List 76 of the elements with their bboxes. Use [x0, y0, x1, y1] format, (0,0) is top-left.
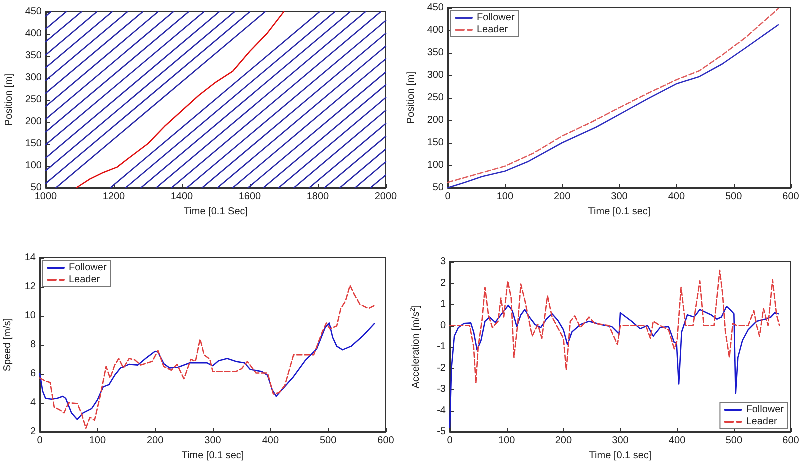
y-tick-label: 150	[25, 138, 42, 150]
y-tick-label: 3	[440, 256, 446, 268]
y-tick-label: 250	[25, 94, 42, 106]
line-series	[76, 11, 285, 189]
x-tick-label: 500	[320, 436, 338, 446]
y-tick-label: 450	[25, 6, 42, 18]
legend-label: Leader	[477, 24, 509, 36]
y-tick-label: 300	[427, 70, 444, 81]
y-tick-label: 150	[427, 138, 444, 148]
x-axis-title: Time [0.1 Sec]	[184, 206, 248, 218]
y-tick-label: 10	[24, 310, 36, 322]
y-tick-label: 250	[427, 92, 444, 104]
y-axis-title: Position [m]	[406, 72, 417, 124]
y-tick-label: -5	[437, 426, 446, 438]
x-tick-label: 100	[498, 436, 516, 446]
y-tick-label: -1	[437, 342, 446, 352]
x-tick-label: 500	[726, 436, 743, 446]
y-tick-label: 12	[24, 282, 36, 292]
x-tick-label: 200	[554, 192, 572, 202]
y-tick-label: 400	[427, 25, 444, 36]
line-series	[39, 284, 376, 430]
y-tick-label: 100	[427, 160, 444, 171]
y-tick-label: -4	[437, 405, 446, 416]
x-tick-label: 2000	[374, 192, 398, 202]
x-tick-label: 1200	[102, 192, 126, 202]
legend-label: Follower	[69, 262, 108, 274]
x-axis-title: Time [0.1 sec]	[589, 450, 652, 462]
y-tick-label: 8	[30, 340, 36, 350]
y-tick-label: 14	[24, 252, 36, 264]
x-tick-label: 1600	[238, 192, 262, 202]
x-tick-label: 200	[146, 436, 164, 446]
x-tick-label: 0	[447, 436, 454, 446]
y-tick-label: 400	[25, 28, 42, 40]
legend-label: Follower	[477, 12, 516, 24]
x-tick-label: 300	[612, 436, 630, 446]
legend-label: Follower	[746, 404, 785, 416]
y-tick-label: 100	[25, 160, 42, 172]
line-series	[39, 322, 376, 420]
y-tick-label: 200	[427, 115, 444, 126]
y-tick-label: 450	[427, 2, 444, 14]
y-tick-label: 50	[30, 182, 42, 194]
x-tick-label: 1800	[306, 192, 330, 202]
x-tick-label: 100	[89, 436, 106, 446]
y-tick-label: 6	[30, 368, 36, 380]
y-tick-label: 350	[427, 48, 444, 58]
x-tick-label: 600	[782, 436, 800, 446]
y-tick-label: 50	[432, 182, 444, 194]
y-axis-title: Position [m]	[4, 74, 15, 126]
y-tick-label: 2	[30, 426, 36, 438]
y-axis-title: Speed [m/s]	[2, 318, 14, 372]
y-tick-label: 200	[25, 116, 42, 128]
y-tick-label: 2	[440, 278, 446, 289]
x-tick-label: 400	[668, 192, 686, 202]
x-tick-label: 300	[611, 192, 628, 202]
y-tick-label: 4	[30, 398, 36, 408]
x-axis-title: Time [0.1 sec]	[588, 206, 651, 218]
x-tick-label: 500	[725, 192, 743, 202]
line-series	[449, 270, 780, 384]
x-tick-label: 400	[668, 436, 686, 446]
y-tick-label: 1	[440, 299, 446, 310]
y-tick-label: 350	[25, 50, 42, 62]
x-tick-label: 600	[378, 436, 395, 446]
x-tick-label: 200	[555, 436, 572, 446]
y-tick-label: 300	[25, 72, 42, 84]
legend-label: Leader	[69, 274, 101, 286]
y-tick-label: -2	[437, 362, 446, 374]
x-tick-label: 100	[496, 192, 514, 202]
y-tick-label: 0	[440, 320, 446, 332]
x-tick-label: 400	[262, 436, 280, 446]
y-tick-label: -3	[437, 384, 446, 395]
legend-label: Leader	[746, 416, 778, 428]
x-tick-label: 1400	[170, 192, 194, 202]
x-tick-label: 1000	[34, 192, 58, 202]
x-tick-label: 600	[782, 192, 800, 202]
x-tick-label: 300	[204, 436, 222, 446]
x-axis-title: Time [0.1 sec]	[182, 450, 244, 462]
